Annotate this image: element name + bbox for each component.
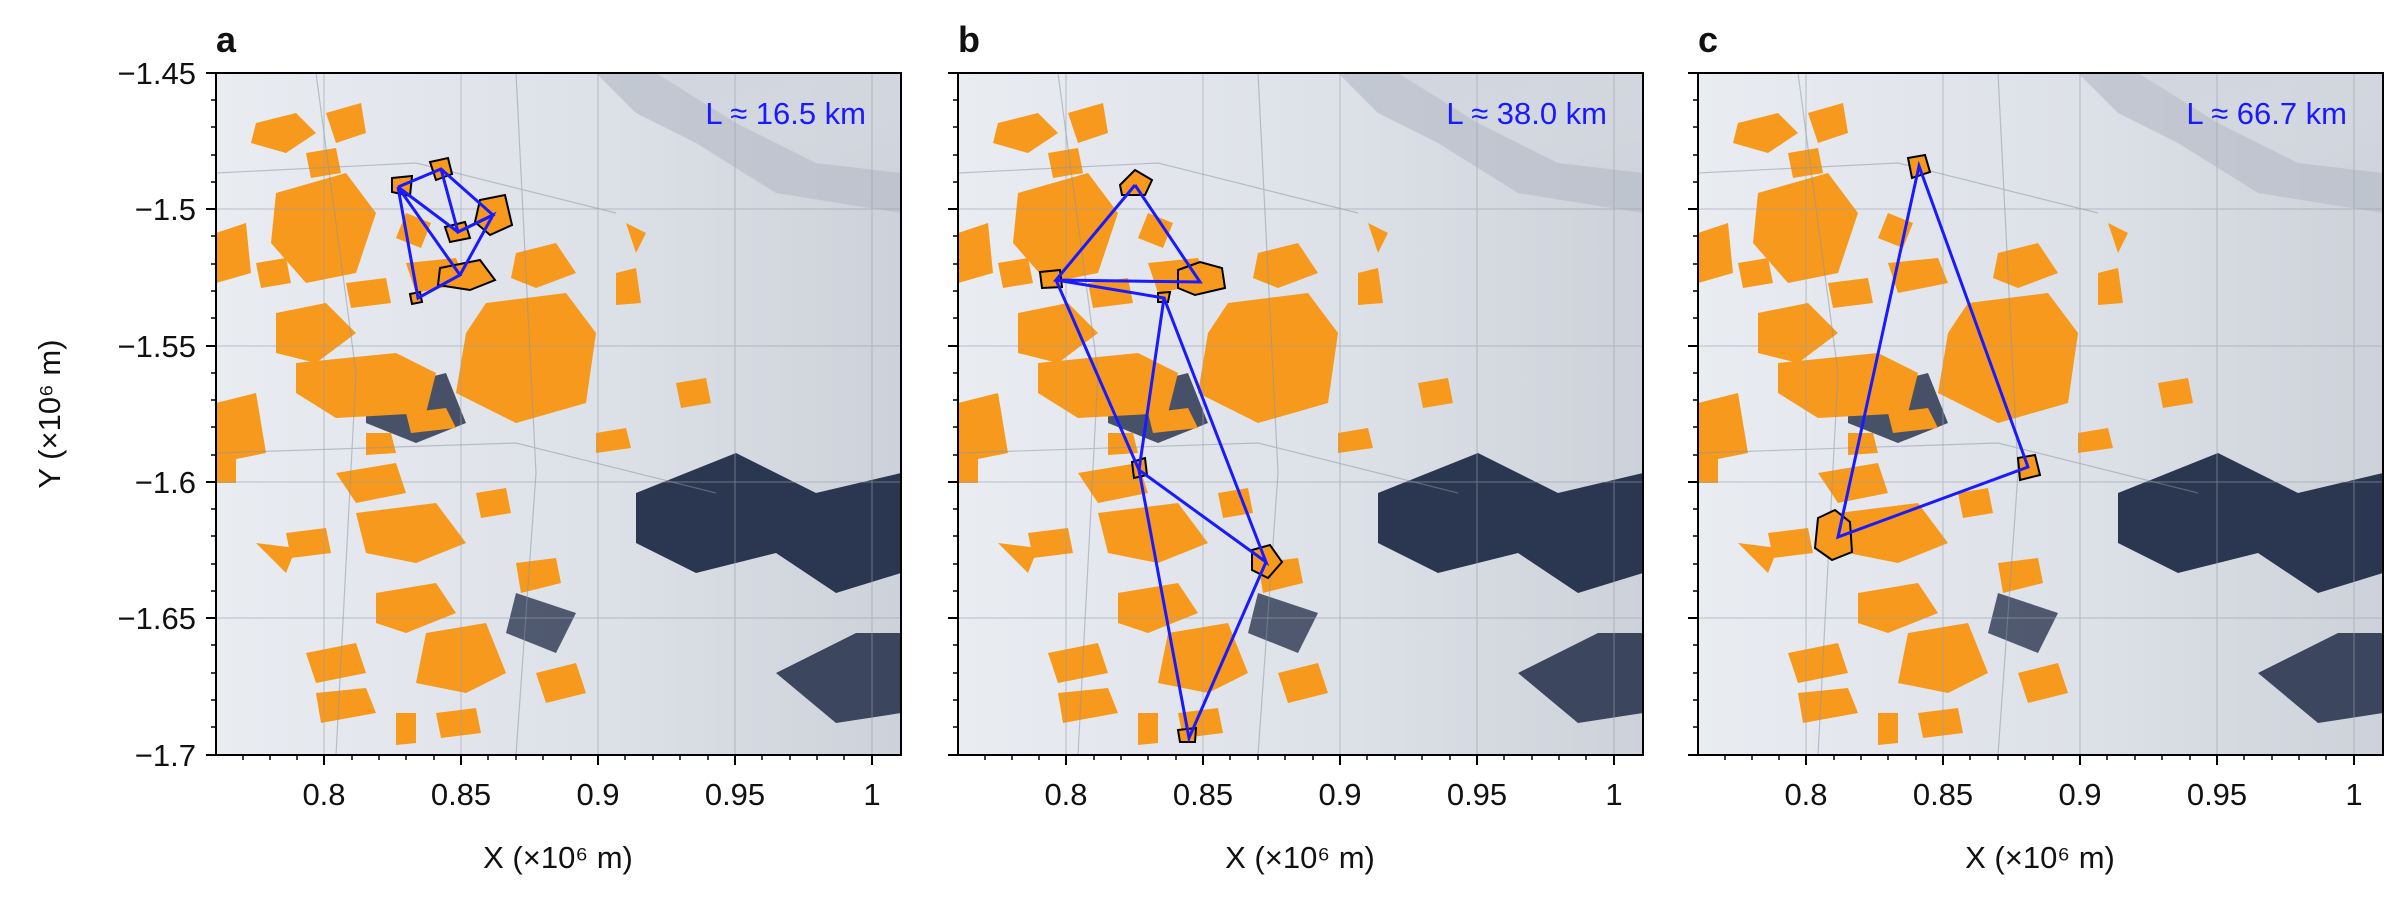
panel-letter-c: c <box>1698 19 1718 60</box>
x-axis-label-b: X (×10⁶ m) <box>1225 840 1375 875</box>
y-tick-label: −1.45 <box>118 56 196 91</box>
x-axes: 0.8 0.85 0.9 0.95 1 0.8 0.85 0.9 0.95 1 … <box>242 755 2363 875</box>
satellite-image-c <box>1698 73 2383 755</box>
y-tick-label: −1.6 <box>135 465 196 500</box>
y-tick-labels: −1.45 −1.5 −1.55 −1.6 −1.65 −1.7 <box>118 56 196 773</box>
scale-label-a: L ≈ 16.5 km <box>705 96 866 131</box>
panel-c: c L ≈ 66.7 km <box>1697 19 2384 756</box>
x-tick-label: 0.9 <box>576 777 619 812</box>
y-axis: −1.45 −1.5 −1.55 −1.6 −1.65 −1.7 Y (×10⁶… <box>32 56 1698 773</box>
links-b <box>1052 184 1270 744</box>
y-minor-ticks <box>211 99 1698 728</box>
x-tick-label: 0.95 <box>2187 777 2247 812</box>
panel-letter-a: a <box>216 19 237 60</box>
y-axis-label: Y (×10⁶ m) <box>32 339 67 488</box>
x-tick-label: 0.85 <box>1913 777 1973 812</box>
ice-cracks-a <box>216 73 717 755</box>
links-c <box>1835 160 2030 540</box>
x-tick-label: 0.8 <box>1044 777 1087 812</box>
image-features-a <box>216 73 901 755</box>
y-tick-label: −1.65 <box>118 601 196 636</box>
y-tick-label: −1.55 <box>118 329 196 364</box>
x-axis-label-c: X (×10⁶ m) <box>1965 840 2115 875</box>
x-tick-label: 0.95 <box>1447 777 1507 812</box>
satellite-image-a <box>216 73 901 755</box>
frame-a <box>215 72 902 756</box>
floes-a <box>216 103 711 745</box>
image-features-b <box>958 73 1643 755</box>
x-tick-label: 0.8 <box>302 777 345 812</box>
x-tick-labels: 0.8 0.85 0.9 0.95 1 0.8 0.85 0.9 0.95 1 … <box>302 777 2362 812</box>
satellite-image-b <box>958 73 1643 755</box>
panel-a: a L ≈ 16.5 km <box>215 19 902 756</box>
panel-letter-b: b <box>958 19 980 60</box>
x-tick-label: 0.95 <box>705 777 765 812</box>
y-tick-label: −1.5 <box>135 192 196 227</box>
ice-cracks-c <box>1698 73 2199 755</box>
frame-c <box>1697 72 2384 756</box>
panel-b: b L ≈ 38.0 km <box>957 19 1644 756</box>
gridlines-b <box>958 73 1643 755</box>
frame-b <box>957 72 1644 756</box>
x-tick-label: 0.9 <box>1318 777 1361 812</box>
x-tick-label: 1 <box>2345 777 2362 812</box>
selected-floes-a <box>391 156 514 306</box>
scale-label-b: L ≈ 38.0 km <box>1446 96 1607 131</box>
x-tick-label: 1 <box>1605 777 1622 812</box>
links-a <box>396 167 497 301</box>
y-tick-label: −1.7 <box>135 738 196 773</box>
gridlines-c <box>1698 73 2383 755</box>
x-axis-label-a: X (×10⁶ m) <box>483 840 633 875</box>
floes-b <box>958 103 1453 745</box>
x-tick-label: 0.85 <box>1173 777 1233 812</box>
scale-label-c: L ≈ 66.7 km <box>2186 96 2347 131</box>
x-tick-label: 0.9 <box>2058 777 2101 812</box>
x-tick-label: 0.8 <box>1784 777 1827 812</box>
x-minor-ticks <box>242 755 2327 760</box>
x-tick-label: 0.85 <box>431 777 491 812</box>
y-major-ticks <box>206 72 1698 756</box>
x-major-ticks <box>323 755 2355 765</box>
x-tick-label: 1 <box>863 777 880 812</box>
